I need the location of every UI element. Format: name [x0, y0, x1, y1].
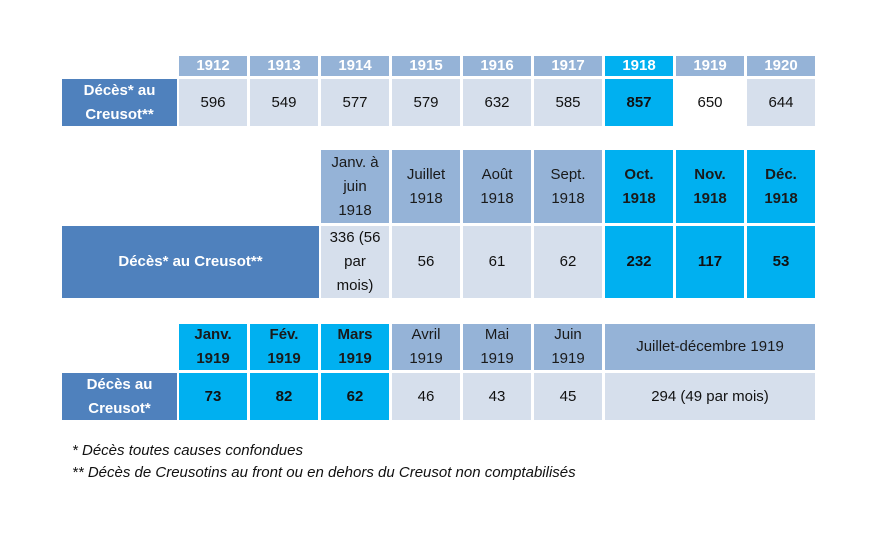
column-header: Mars 1919: [321, 324, 389, 370]
column-header: Mai 1919: [463, 324, 531, 370]
data-cell: 644: [747, 79, 815, 126]
row-label: Décès* au Creusot**: [62, 226, 319, 298]
data-cell: 585: [534, 79, 602, 126]
column-header: 1913: [250, 56, 318, 76]
column-header: Déc. 1918: [747, 150, 815, 223]
column-header: Juillet 1918: [392, 150, 460, 223]
data-cell: 62: [321, 373, 389, 420]
row-label: Décès* au Creusot**: [62, 79, 177, 126]
data-cell: 61: [463, 226, 531, 298]
column-header: Janv. 1919: [179, 324, 247, 370]
column-header: Juillet-décembre 1919: [605, 324, 815, 370]
data-cell: 857: [605, 79, 673, 126]
column-header: 1918: [605, 56, 673, 76]
data-cell: 117: [676, 226, 744, 298]
data-cell: 336 (56 par mois): [321, 226, 389, 298]
data-cell: 632: [463, 79, 531, 126]
column-header: 1920: [747, 56, 815, 76]
column-header: Sept. 1918: [534, 150, 602, 223]
column-header: Juin 1919: [534, 324, 602, 370]
data-cell: 294 (49 par mois): [605, 373, 815, 420]
column-header: Août 1918: [463, 150, 531, 223]
data-cell: 43: [463, 373, 531, 420]
data-cell: 579: [392, 79, 460, 126]
data-cell: 53: [747, 226, 815, 298]
column-header: 1914: [321, 56, 389, 76]
row-label: Décès au Creusot*: [62, 373, 177, 420]
note: * Décès toutes causes confondues: [72, 442, 303, 459]
data-cell: 596: [179, 79, 247, 126]
column-header: Oct. 1918: [605, 150, 673, 223]
column-header: 1916: [463, 56, 531, 76]
column-header: 1912: [179, 56, 247, 76]
column-header: 1917: [534, 56, 602, 76]
data-cell: 82: [250, 373, 318, 420]
data-cell: 577: [321, 79, 389, 126]
column-header: Janv. à juin 1918: [321, 150, 389, 223]
data-cell: 549: [250, 79, 318, 126]
data-cell: 650: [676, 79, 744, 126]
column-header: Fév. 1919: [250, 324, 318, 370]
column-header: 1915: [392, 56, 460, 76]
data-cell: 232: [605, 226, 673, 298]
note: ** Décès de Creusotins au front ou en de…: [72, 464, 576, 481]
data-cell: 73: [179, 373, 247, 420]
column-header: 1919: [676, 56, 744, 76]
column-header: Nov. 1918: [676, 150, 744, 223]
data-cell: 45: [534, 373, 602, 420]
data-cell: 46: [392, 373, 460, 420]
column-header: Avril 1919: [392, 324, 460, 370]
data-cell: 62: [534, 226, 602, 298]
data-cell: 56: [392, 226, 460, 298]
